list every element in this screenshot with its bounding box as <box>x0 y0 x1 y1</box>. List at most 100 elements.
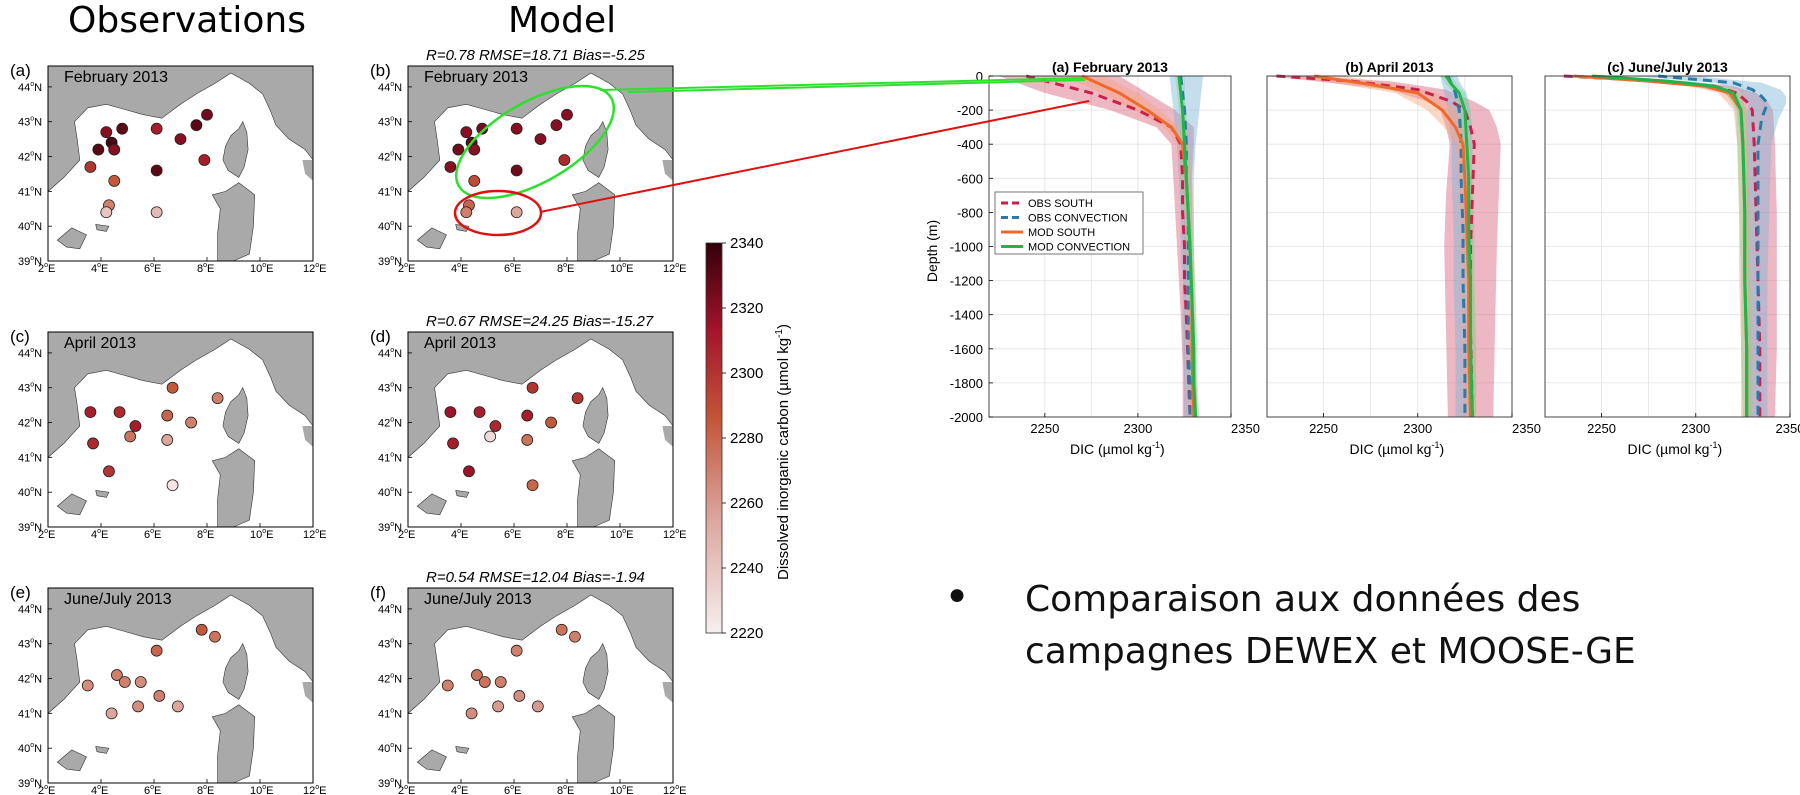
station-point <box>201 108 213 121</box>
station-point <box>116 122 129 135</box>
map-y-tick-label: 39oN <box>378 777 402 790</box>
station-point <box>473 406 486 418</box>
colorbar-tick-label: 2300 <box>730 365 763 382</box>
line-mod-convection <box>1177 75 1198 418</box>
station-point <box>558 154 571 166</box>
map-y-tick-label: 44oN <box>378 81 402 94</box>
map-y-tick-label: 43oN <box>18 382 42 395</box>
map-y-tick-label: 40oN <box>18 220 42 233</box>
map-period-label: April 2013 <box>424 335 496 352</box>
station-point <box>463 465 475 478</box>
station-point <box>81 679 94 692</box>
line-obs-convection <box>1657 74 1770 417</box>
station-point <box>510 206 523 219</box>
map-y-tick-label: 42oN <box>18 673 42 686</box>
profile-x-tick-label: 2250 <box>1030 421 1059 436</box>
map-frame <box>407 65 674 262</box>
station-point <box>111 669 123 681</box>
map-y-tick-label: 43oN <box>18 116 42 129</box>
land-corsica <box>222 387 249 444</box>
map-y-tick-label: 40oN <box>378 486 402 499</box>
map-x-tick-label: 8oE <box>197 784 214 795</box>
station-point <box>476 122 489 135</box>
map-x-tick-label: 12oE <box>303 528 327 541</box>
map-y-tick-label: 40oN <box>18 742 42 755</box>
land-north <box>47 331 314 459</box>
land-menorca <box>95 746 110 754</box>
station-point <box>84 161 97 173</box>
colorbar-gradient <box>705 242 723 634</box>
map-y-tick-label: 42oN <box>18 151 42 164</box>
station-point <box>150 164 163 177</box>
map-x-tick-label: 10oE <box>250 528 274 541</box>
station-point <box>150 206 163 219</box>
map-x-tick-label: 6oE <box>144 528 161 541</box>
legend-entry-label: OBS SOUTH <box>1028 198 1093 210</box>
map-y-tick-label: 42oN <box>378 417 402 430</box>
map-frame <box>407 331 674 528</box>
map-x-tick-label: 4oE <box>451 262 468 275</box>
map-x-tick-label: 6oE <box>504 784 521 795</box>
station-point <box>118 676 131 688</box>
map-y-tick-label: 39oN <box>378 255 402 268</box>
station-point <box>92 143 105 156</box>
map-stats-label: R=0.54 RMSE=12.04 Bias=-1.94 <box>426 569 645 586</box>
map-x-tick-label: 8oE <box>197 262 214 275</box>
station-point <box>489 420 502 432</box>
land-mallorca <box>416 749 447 772</box>
map-x-tick-label: 2oE <box>398 262 415 275</box>
colorbar-tick-label: 2240 <box>730 560 763 577</box>
line-mod-convection <box>1591 74 1749 417</box>
map-y-tick-label: 39oN <box>18 521 42 534</box>
land-menorca <box>455 746 470 754</box>
land-italy-south <box>302 426 313 447</box>
map-y-tick-label: 39oN <box>378 521 402 534</box>
profile-x-axis-label: DIC (µmol kg-1) <box>1628 440 1723 457</box>
panel-label: (b) <box>370 61 391 80</box>
map-y-tick-label: 43oN <box>378 116 402 129</box>
map-x-tick-label: 2oE <box>38 262 55 275</box>
land-italy-south <box>662 160 673 181</box>
station-point <box>460 206 473 219</box>
map-y-tick-label: 41oN <box>378 451 402 464</box>
map-x-tick-label: 4oE <box>91 784 108 795</box>
map-x-tick-label: 12oE <box>663 784 687 795</box>
station-point <box>447 437 459 450</box>
map-y-tick-label: 40oN <box>378 220 402 233</box>
profile-x-tick-label: 2300 <box>1403 421 1432 436</box>
land-corsica <box>222 643 249 700</box>
land-corsica <box>222 121 249 178</box>
panel-label: (d) <box>370 327 391 346</box>
bullet-symbol: ● <box>948 578 967 611</box>
profile-title: (c) June/July 2013 <box>1607 59 1728 75</box>
profile-title: (b) April 2013 <box>1345 59 1433 75</box>
map-x-tick-label: 6oE <box>144 784 161 795</box>
land-sardinia <box>211 704 256 784</box>
station-point <box>150 122 163 135</box>
map-y-tick-label: 42oN <box>18 417 42 430</box>
station-point <box>510 644 523 657</box>
land-sardinia <box>211 182 256 262</box>
station-point <box>444 161 457 173</box>
map-x-tick-label: 12oE <box>303 262 327 275</box>
land-mallorca <box>56 493 87 516</box>
station-point <box>129 420 142 432</box>
map-y-tick-label: 41oN <box>18 185 42 198</box>
map-x-tick-label: 12oE <box>663 528 687 541</box>
station-point <box>550 119 563 132</box>
land-north <box>407 331 674 459</box>
station-point <box>470 669 483 681</box>
map-x-tick-label: 4oE <box>91 262 108 275</box>
map-y-tick-label: 39oN <box>18 777 42 790</box>
map-x-tick-label: 10oE <box>250 784 274 795</box>
map-y-tick-label: 41oN <box>18 707 42 720</box>
station-point <box>510 164 523 177</box>
station-point <box>571 392 584 405</box>
map-x-tick-label: 2oE <box>398 528 415 541</box>
station-point <box>166 381 179 394</box>
map-period-label: February 2013 <box>424 69 528 86</box>
south-connector-line <box>539 100 1090 213</box>
land-mallorca <box>56 227 87 250</box>
station-point <box>105 707 118 720</box>
